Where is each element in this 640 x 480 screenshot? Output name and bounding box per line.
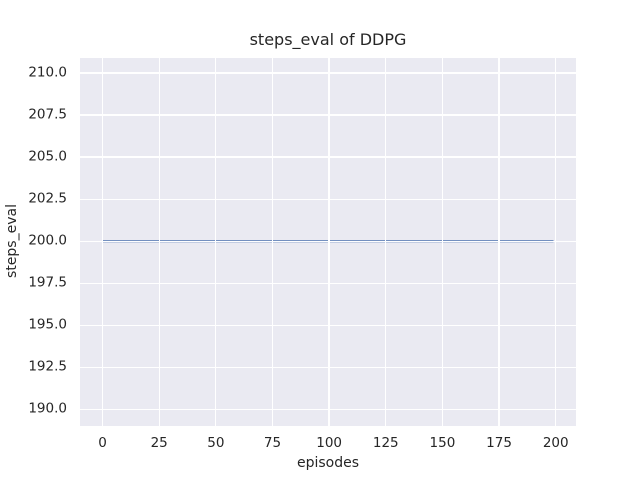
y-tick-label: 190.0: [28, 400, 67, 417]
x-tick-label: 50: [207, 435, 225, 451]
gridline-vertical: [555, 58, 557, 426]
gridline-vertical: [271, 58, 274, 426]
gridline-vertical: [328, 58, 330, 426]
chart-title: steps_eval of DDPG: [249, 30, 407, 49]
gridline-horizontal: [80, 156, 576, 158]
y-tick-label: 197.5: [28, 274, 67, 291]
gridline-horizontal: [80, 72, 576, 74]
x-tick-label: 0: [98, 435, 107, 451]
gridline-vertical: [215, 58, 217, 426]
gridline-horizontal: [80, 240, 576, 242]
y-tick-label: 202.5: [28, 190, 67, 207]
gridline-horizontal: [80, 282, 576, 284]
gridline-vertical: [441, 58, 444, 426]
x-axis-label: episodes: [296, 455, 360, 471]
gridline-horizontal: [80, 114, 576, 116]
y-tick-label: 207.5: [28, 106, 67, 123]
x-tick-label: 100: [316, 435, 343, 451]
plot-area: [80, 58, 576, 426]
y-tick-label: 200.0: [28, 232, 67, 249]
gridline-vertical: [498, 58, 500, 426]
y-tick-label: 195.0: [28, 316, 67, 333]
gridline-horizontal: [80, 366, 576, 368]
y-tick-label: 192.5: [28, 358, 67, 375]
x-tick-label: 150: [429, 435, 456, 451]
x-tick-label: 175: [486, 435, 512, 451]
x-tick-label: 125: [372, 435, 399, 451]
gridline-horizontal: [80, 408, 576, 410]
gridline-horizontal: [80, 198, 576, 200]
x-tick-label: 200: [542, 435, 569, 451]
gridline-horizontal: [80, 324, 576, 326]
y-tick-label: 210.0: [28, 64, 67, 81]
gridline-vertical: [385, 58, 387, 426]
gridline-vertical: [101, 58, 104, 426]
x-tick-label: 75: [263, 435, 282, 451]
y-axis-label: steps_eval: [4, 204, 20, 278]
gridline-vertical: [158, 58, 160, 426]
x-tick-label: 25: [150, 435, 168, 451]
y-tick-label: 205.0: [28, 148, 67, 165]
